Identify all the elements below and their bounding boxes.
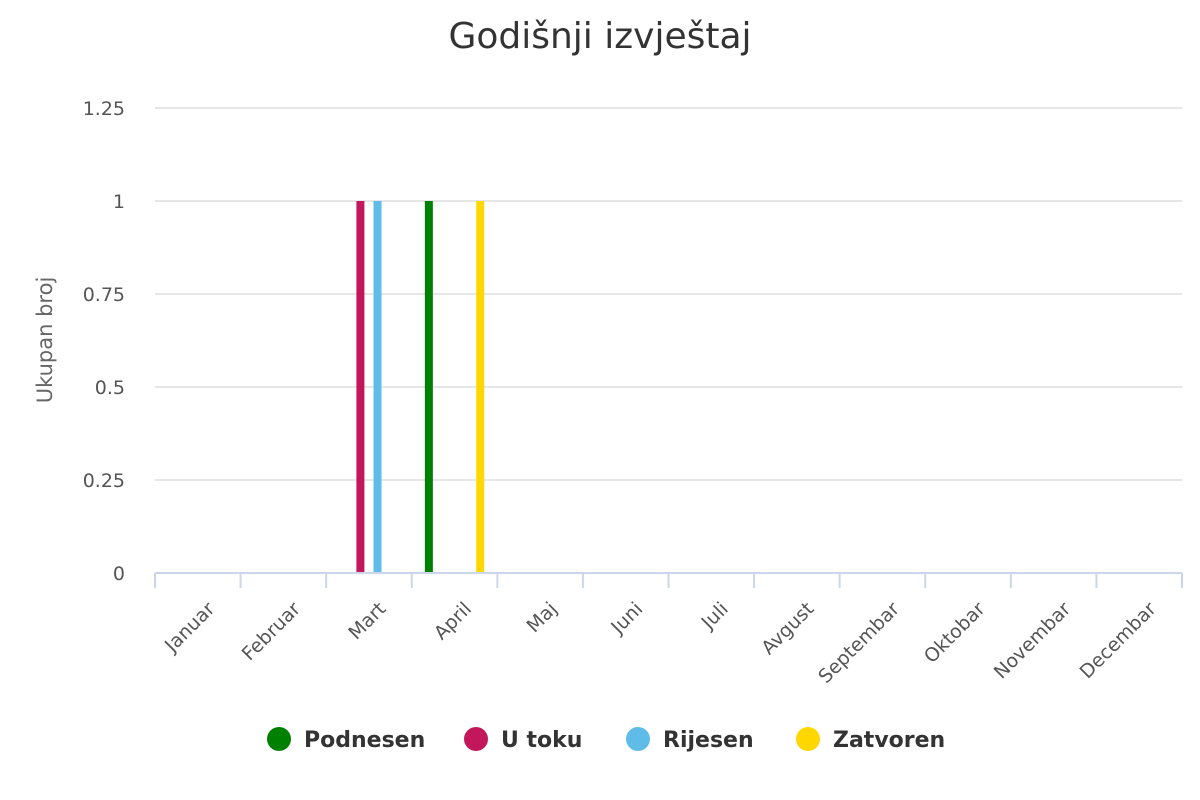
bar-zatvoren-april[interactable] xyxy=(476,201,485,573)
x-axis xyxy=(154,572,1183,588)
bar-rijesen-mart[interactable] xyxy=(373,201,382,573)
y-tick-label: 1 xyxy=(113,191,125,213)
x-tick-label: Juni xyxy=(606,598,647,639)
legend-marker xyxy=(796,727,820,751)
y-tick-label: 0.5 xyxy=(95,377,125,399)
x-tick-label: Oktobar xyxy=(920,598,990,668)
x-tick-label: Februar xyxy=(238,598,305,665)
x-tick-label: Decembar xyxy=(1076,598,1161,683)
x-tick-label: Maj xyxy=(523,598,562,637)
legend-label: Zatvoren xyxy=(833,728,945,753)
legend-marker xyxy=(464,727,488,751)
x-tick-label: Novembar xyxy=(990,598,1076,684)
chart-title: Godišnji izvještaj xyxy=(448,16,751,57)
y-tick-label: 0.25 xyxy=(83,470,125,492)
bars xyxy=(356,201,485,573)
x-tick-label: Avgust xyxy=(757,598,818,659)
grid-lines xyxy=(155,107,1182,481)
bar-podnesen-april[interactable] xyxy=(424,201,433,573)
y-tick-label: 1.25 xyxy=(83,98,125,120)
legend-item-u-toku[interactable]: U toku xyxy=(464,727,582,753)
legend-marker xyxy=(626,727,650,751)
legend-item-rijesen[interactable]: Rijesen xyxy=(626,727,754,753)
y-axis-label: Ukupan broj xyxy=(33,277,57,404)
x-tick-label: April xyxy=(430,598,476,644)
x-tick-label: Septembar xyxy=(814,598,904,688)
y-tick-label: 0 xyxy=(113,563,125,585)
legend[interactable]: Podnesen U toku Rijesen Zatvoren xyxy=(267,727,945,753)
legend-marker xyxy=(267,727,291,751)
x-tick-label: Juli xyxy=(697,598,733,634)
x-tick-label: Januar xyxy=(160,598,219,657)
legend-label: U toku xyxy=(501,728,582,753)
x-axis-ticks: Januar Februar Mart April Maj Juni Juli AvgustS… xyxy=(160,598,1161,688)
legend-item-zatvoren[interactable]: Zatvoren xyxy=(796,727,945,753)
legend-item-podnesen[interactable]: Podnesen xyxy=(267,727,425,753)
bar-u-toku-mart[interactable] xyxy=(356,201,365,573)
legend-label: Podnesen xyxy=(304,728,425,753)
y-tick-label: 0.75 xyxy=(83,284,125,306)
x-tick-label: Mart xyxy=(344,598,390,644)
legend-label: Rijesen xyxy=(663,728,754,753)
y-axis-ticks: 0 0.25 0.5 0.75 1 1.25 xyxy=(83,98,125,585)
